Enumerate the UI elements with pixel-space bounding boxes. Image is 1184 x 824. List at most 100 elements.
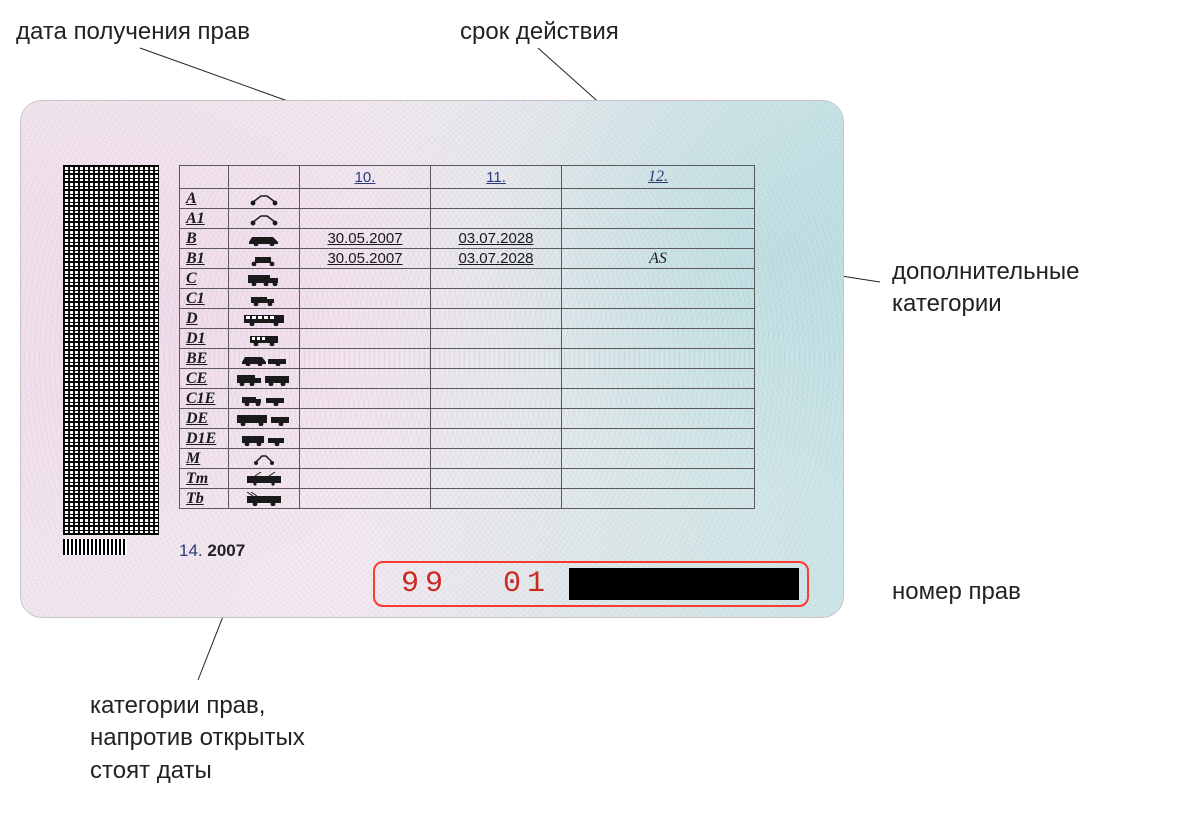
cell-10 <box>300 489 431 509</box>
annot-expiry: срок действия <box>460 16 619 48</box>
cat-code: Tb <box>180 489 229 509</box>
cat-icon <box>229 449 300 469</box>
minibus-icon <box>246 332 282 346</box>
license-number-box: 99 01 <box>373 561 809 607</box>
th-icon <box>229 166 300 189</box>
bus-trailer-icon <box>235 412 293 426</box>
cat-code: C1E <box>180 389 229 409</box>
cell-12 <box>562 289 755 309</box>
cat-code: A <box>180 189 229 209</box>
cat-icon <box>229 189 300 209</box>
series-2: 01 <box>503 567 551 601</box>
cell-10 <box>300 309 431 329</box>
table-header-row: 10. 11. 12. <box>180 166 755 189</box>
cell-11 <box>431 469 562 489</box>
table-row: CE <box>180 369 755 389</box>
cat-code: C <box>180 269 229 289</box>
cell-12 <box>562 469 755 489</box>
cell-11 <box>431 309 562 329</box>
cell-12 <box>562 329 755 349</box>
cell-11 <box>431 369 562 389</box>
cat-code: DE <box>180 409 229 429</box>
cell-12 <box>562 209 755 229</box>
table-row: B30.05.200703.07.2028 <box>180 229 755 249</box>
table-row: C <box>180 269 755 289</box>
cell-11 <box>431 389 562 409</box>
pdf417-barcode <box>63 165 159 535</box>
quad-icon <box>245 252 283 266</box>
cell-10 <box>300 289 431 309</box>
cat-code: CE <box>180 369 229 389</box>
table-row: Tm <box>180 469 755 489</box>
cat-code: B <box>180 229 229 249</box>
series-1: 99 <box>401 567 449 601</box>
cat-icon <box>229 469 300 489</box>
cat-icon <box>229 349 300 369</box>
cell-12 <box>562 449 755 469</box>
cat-code: BE <box>180 349 229 369</box>
th-cat <box>180 166 229 189</box>
annot-extra-cats: дополнительные категории <box>892 256 1079 321</box>
tram-icon <box>243 472 285 486</box>
field-14-value: 2007 <box>207 541 245 560</box>
cell-10 <box>300 209 431 229</box>
field-14: 14. 2007 <box>179 541 245 561</box>
table-row: D <box>180 309 755 329</box>
cat-icon <box>229 249 300 269</box>
cell-10 <box>300 349 431 369</box>
truck-small-icon <box>247 292 281 306</box>
table-row: M <box>180 449 755 469</box>
table-row: A <box>180 189 755 209</box>
cell-11 <box>431 349 562 369</box>
table-row: C1 <box>180 289 755 309</box>
cat-code: B1 <box>180 249 229 269</box>
cell-11: 03.07.2028 <box>431 249 562 269</box>
cat-icon <box>229 309 300 329</box>
cell-12 <box>562 409 755 429</box>
cell-11 <box>431 289 562 309</box>
cat-icon <box>229 329 300 349</box>
license-card-back: 10. 11. 12. AA1B 30.05.200703.07.2028B130… <box>20 100 844 618</box>
cell-10 <box>300 469 431 489</box>
cell-12 <box>562 309 755 329</box>
cell-12 <box>562 429 755 449</box>
categories-table: 10. 11. 12. AA1B 30.05.200703.07.2028B130… <box>179 165 755 509</box>
cell-12 <box>562 229 755 249</box>
cell-11 <box>431 429 562 449</box>
cat-icon <box>229 369 300 389</box>
cell-12 <box>562 389 755 409</box>
cell-11 <box>431 489 562 509</box>
cat-icon <box>229 409 300 429</box>
cat-icon <box>229 229 300 249</box>
table-row: A1 <box>180 209 755 229</box>
cell-10 <box>300 189 431 209</box>
th-12: 12. <box>562 166 755 189</box>
annot-number: номер прав <box>892 576 1021 608</box>
cell-12 <box>562 189 755 209</box>
annot-issue-date: дата получения прав <box>16 16 250 48</box>
table-row: B130.05.200703.07.2028AS <box>180 249 755 269</box>
motorcycle-icon <box>245 192 283 206</box>
trolleybus-icon <box>243 492 285 506</box>
cat-code: D <box>180 309 229 329</box>
cat-icon <box>229 489 300 509</box>
field-14-label: 14. <box>179 541 203 560</box>
moped-icon <box>248 452 280 466</box>
cell-10 <box>300 429 431 449</box>
cell-10 <box>300 369 431 389</box>
cat-icon <box>229 209 300 229</box>
cat-icon <box>229 289 300 309</box>
cat-icon <box>229 429 300 449</box>
annot-cats: категории прав, напротив открытых стоят … <box>90 690 305 787</box>
cell-11 <box>431 189 562 209</box>
cell-10: 30.05.2007 <box>300 229 431 249</box>
cell-11 <box>431 269 562 289</box>
cell-10 <box>300 329 431 349</box>
th-10: 10. <box>300 166 431 189</box>
cat-code: Tm <box>180 469 229 489</box>
cell-11 <box>431 329 562 349</box>
cell-10 <box>300 269 431 289</box>
truck-sm-trailer-icon <box>240 392 288 406</box>
cell-11 <box>431 409 562 429</box>
table-row: D1 <box>180 329 755 349</box>
